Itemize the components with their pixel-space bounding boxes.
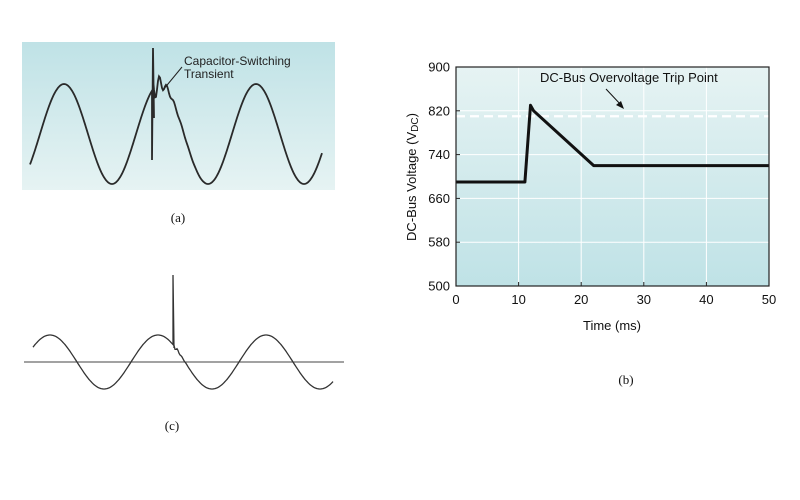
x-tick-label: 20 [574, 292, 588, 307]
y-tick-label: 900 [428, 60, 450, 75]
chart-b: 0 10 20 30 40 50 500 580 660 740 820 900 DC-Bus Ov… [404, 60, 776, 388]
trip-point-annotation: DC-Bus Overvoltage Trip Point [540, 70, 718, 85]
x-tick-label: 50 [762, 292, 776, 307]
y-axis-label-main: DC-Bus Voltage (V [404, 132, 419, 241]
panel-c-waveform [32, 274, 334, 390]
panel-a-annotation-line2: Transient [184, 67, 234, 81]
x-tick-label: 0 [452, 292, 459, 307]
y-tick-label: 740 [428, 147, 450, 162]
x-axis-label: Time (ms) [583, 318, 641, 333]
y-tick-label: 820 [428, 103, 450, 118]
chart-grid [456, 67, 769, 286]
y-axis-label: DC-Bus Voltage (VDC) [404, 113, 421, 241]
panel-c: (c) [24, 274, 344, 433]
chart-frame [455, 66, 770, 287]
y-axis-label-sub: DC [410, 117, 421, 131]
trip-annotation-arrowhead [616, 101, 624, 109]
panel-a-annotation-line1: Capacitor-Switching [184, 54, 291, 68]
caption-a: (a) [171, 210, 185, 225]
x-tick-label: 10 [511, 292, 525, 307]
x-tick-label: 40 [699, 292, 713, 307]
y-tick-label: 580 [428, 235, 450, 250]
y-axis-ticks: 500 580 660 740 820 900 [428, 60, 460, 294]
panel-a: Capacitor-Switching Transient (a) [22, 42, 335, 225]
chart-plot-area [456, 67, 769, 286]
y-tick-label: 660 [428, 191, 450, 206]
y-axis-label-end: ) [404, 113, 419, 117]
caption-c: (c) [165, 418, 179, 433]
caption-b: (b) [618, 372, 633, 387]
panel-a-waveform [29, 47, 323, 185]
voltage-series-line [456, 103, 769, 184]
y-tick-label: 500 [428, 279, 450, 294]
x-axis-ticks: 0 10 20 30 40 50 [452, 282, 776, 307]
panel-a-annotation-pointer [162, 66, 183, 91]
x-tick-label: 30 [637, 292, 651, 307]
